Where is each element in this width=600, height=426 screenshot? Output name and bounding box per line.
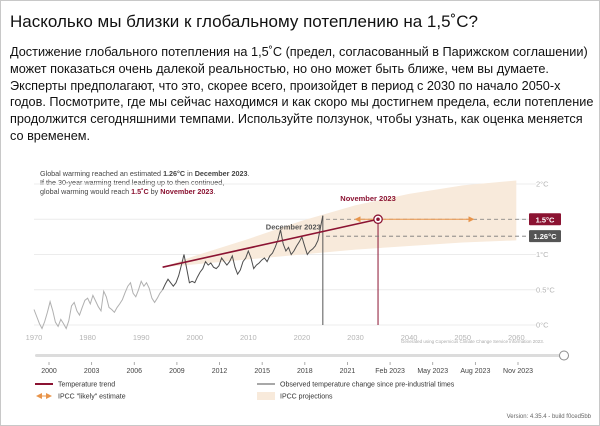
plot-area: 1970 1980 1990 2000 2010 2020 2030 2040 2050 2060… [26, 180, 561, 342]
slider-tick-label: Nov 2023 [503, 368, 533, 375]
slider-tick-label: Feb 2023 [375, 368, 405, 375]
annotation-line-1-mid: in [185, 169, 195, 178]
legend-label-observed: Observed temperature change since pre-in… [280, 382, 455, 389]
annotation-line-2: If the 30-year warming trend leading up … [40, 178, 224, 187]
legend-item-projections: IPCC projections [257, 392, 333, 401]
x-tick-label: 2050 [454, 333, 471, 342]
x-tick-label: 1980 [79, 333, 96, 342]
x-tick-label: 2030 [347, 333, 364, 342]
legend-item-estimate: IPCC "likely" estimate [36, 393, 126, 401]
x-tick-label: 1990 [133, 333, 150, 342]
x-tick-label: 2020 [294, 333, 311, 342]
annotation-line-3-mid: by [149, 187, 161, 196]
chart-source-note: Generated using Copernicus Climate Chang… [401, 339, 544, 344]
y-tick-label: 1°C [536, 250, 549, 259]
slider-tick-label: 2015 [254, 368, 270, 375]
slider-ticks: 2000 2003 2006 2009 2012 2015 2018 2021 Feb 2023… [41, 362, 533, 375]
version-label: Version: 4.35.4 - build f0ced5bb [506, 414, 591, 420]
annotation-line-1-prefix: Global warming reached an estimated [40, 169, 163, 178]
slider-tick-label: 2021 [340, 368, 356, 375]
legend-item-trend: Temperature trend [35, 382, 115, 389]
slider-track[interactable] [35, 354, 567, 357]
annotation-target-value: 1.5˚C [131, 187, 149, 196]
annotation-line-3: global warming would reach 1.5˚C by Nove… [40, 187, 215, 196]
observed-series-early [33, 280, 163, 330]
current-date-label: December 2023 [266, 223, 321, 232]
x-tick-label: 2000 [186, 333, 203, 342]
annotation-line-3-end: . [213, 187, 215, 196]
x-tick-label: 1970 [26, 333, 43, 342]
slider-tick-label: 2018 [297, 368, 313, 375]
slider-tick-label: 2009 [169, 368, 185, 375]
slider-handle[interactable] [559, 350, 569, 361]
slider-tick-label: 2003 [84, 368, 100, 375]
x-tick-label: 2040 [401, 333, 418, 342]
page-description: Достижение глобального потепления на 1,5… [10, 45, 594, 143]
slider-tick-label: Aug 2023 [460, 368, 490, 375]
badge-current-label: 1.26°C [533, 232, 557, 241]
legend: Temperature trend Observed temperature c… [35, 382, 455, 401]
legend-item-observed: Observed temperature change since pre-in… [257, 382, 455, 389]
slider-tick-label: May 2023 [417, 368, 448, 375]
observed-series-recent [162, 215, 324, 291]
slider-tick-label: 2006 [126, 368, 142, 375]
y-tick-label: 0°C [536, 321, 549, 330]
x-tick-label: 2010 [240, 333, 257, 342]
ipcc-projection-band [162, 180, 517, 268]
projection-date-label: November 2023 [340, 194, 395, 203]
slider-tick-label: 2000 [41, 368, 57, 375]
y-tick-label: 0.5°C [536, 285, 555, 294]
time-slider[interactable] [35, 350, 569, 361]
legend-label-projections: IPCC projections [280, 394, 333, 401]
annotation-line-1: Global warming reached an estimated 1.26… [40, 169, 249, 178]
legend-swatch-projections [257, 392, 275, 400]
page-title: Насколько мы близки к глобальному потепл… [10, 12, 478, 31]
slider-tick-label: 2012 [212, 368, 228, 375]
annotation-line-1-end: . [247, 169, 249, 178]
annotation-target-date: November 2023 [160, 187, 213, 196]
annotation-current-value: 1.26°C [163, 169, 185, 178]
trend-line [162, 218, 379, 268]
legend-label-trend: Temperature trend [58, 382, 115, 389]
badge-current [529, 230, 561, 243]
badge-1-5 [529, 213, 561, 226]
badge-1-5-label: 1.5°C [536, 215, 555, 224]
y-tick-label: 2°C [536, 180, 549, 189]
x-tick-label: 2060 [508, 333, 525, 342]
annotation-line-3-prefix: global warming would reach [40, 187, 131, 196]
annotation-current-date: December 2023 [195, 169, 248, 178]
legend-label-estimate: IPCC "likely" estimate [58, 394, 126, 401]
projection-point-dot [376, 217, 380, 222]
